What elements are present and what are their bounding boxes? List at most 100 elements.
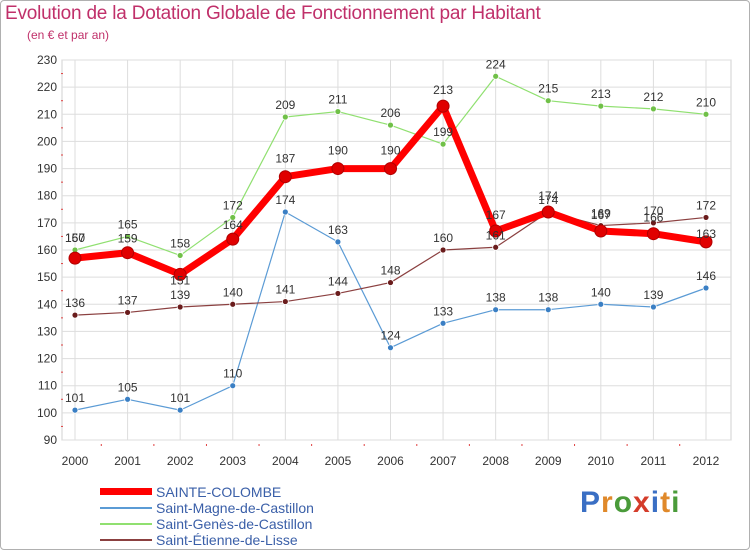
y-minor-tick (61, 290, 63, 292)
proxiti-logo: Proxiti (580, 486, 680, 520)
logo-letter: t (660, 486, 672, 519)
x-minor-tick (311, 444, 313, 446)
data-label-saint-gene-s-de-castillon: 224 (486, 57, 506, 71)
data-point-sainte-colombe (541, 205, 555, 219)
x-minor-tick (100, 444, 102, 446)
x-tick-label: 2010 (587, 454, 614, 468)
y-minor-tick (61, 344, 63, 346)
data-point-saint-magne-de-castillon (281, 208, 289, 216)
data-label-saint-e-tienne-de-lisse: 139 (170, 288, 190, 302)
y-tick-label: 230 (37, 53, 57, 67)
x-tick-label: 2007 (430, 454, 457, 468)
chart-title: Evolution de la Dotation Globale de Fonc… (5, 3, 541, 24)
data-point-saint-magne-de-castillon (702, 284, 710, 292)
y-tick-label: 100 (37, 406, 57, 420)
data-label-saint-magne-de-castillon: 140 (591, 285, 611, 299)
data-point-saint-gene-s-de-castillon (124, 233, 131, 240)
legend-item-sainte-colombe: SAINTE-COLOMBE (100, 484, 360, 500)
data-point-sainte-colombe (594, 224, 608, 238)
legend-label: SAINTE-COLOMBE (156, 484, 282, 500)
data-point-saint-magne-de-castillon (544, 306, 552, 314)
data-label-saint-e-tienne-de-lisse: 144 (328, 274, 348, 288)
y-tick-label: 90 (44, 433, 58, 447)
data-point-saint-e-tienne-de-lisse (334, 290, 342, 297)
data-point-saint-magne-de-castillon (334, 238, 342, 246)
data-label-sainte-colombe: 167 (486, 208, 506, 222)
x-minor-tick (521, 444, 523, 446)
legend-item-saint-etienne: Saint-Étienne-de-Lisse (100, 532, 360, 548)
data-point-saint-gene-s-de-castillon (229, 214, 237, 221)
y-minor-tick (61, 235, 63, 237)
x-minor-tick (258, 444, 260, 446)
data-point-saint-e-tienne-de-lisse (492, 243, 500, 251)
data-point-saint-e-tienne-de-lisse (124, 309, 131, 316)
y-tick-label: 180 (37, 189, 57, 203)
y-minor-tick (61, 398, 63, 400)
x-minor-tick (363, 444, 365, 446)
x-tick-label: 2001 (114, 454, 141, 468)
y-minor-tick (61, 425, 63, 427)
x-tick-label: 2011 (641, 454, 667, 468)
x-tick-label: 2009 (535, 454, 562, 468)
data-label-sainte-colombe: 213 (433, 83, 453, 97)
data-point-saint-gene-s-de-castillon (176, 252, 184, 259)
data-point-sainte-colombe (226, 232, 240, 246)
data-point-saint-e-tienne-de-lisse (387, 279, 394, 286)
data-point-saint-gene-s-de-castillon (597, 102, 605, 110)
data-label-saint-gene-s-de-castillon: 165 (118, 217, 138, 231)
y-minor-tick (61, 73, 63, 75)
data-label-saint-magne-de-castillon: 133 (433, 304, 453, 318)
data-point-saint-magne-de-castillon (650, 303, 657, 311)
legend-label: Saint-Genès-de-Castillon (156, 516, 313, 532)
data-label-saint-magne-de-castillon: 139 (643, 288, 663, 302)
data-label-saint-e-tienne-de-lisse: 136 (65, 296, 85, 310)
legend-item-saint-genes: Saint-Genès-de-Castillon (100, 516, 360, 532)
legend-swatch-saint-etienne (100, 539, 152, 541)
x-minor-tick (153, 444, 155, 446)
data-point-saint-e-tienne-de-lisse (702, 214, 710, 221)
y-tick-label: 200 (37, 134, 57, 148)
data-label-saint-magne-de-castillon: 101 (170, 391, 190, 405)
data-point-saint-magne-de-castillon (597, 300, 605, 308)
data-label-sainte-colombe: 151 (170, 273, 190, 287)
data-label-saint-e-tienne-de-lisse: 170 (643, 204, 663, 218)
series-layer (68, 72, 713, 414)
data-point-saint-e-tienne-de-lisse (650, 219, 657, 227)
data-point-saint-gene-s-de-castillon (650, 105, 657, 113)
data-point-saint-e-tienne-de-lisse (71, 311, 79, 319)
data-point-sainte-colombe (384, 162, 397, 176)
y-minor-tick (61, 317, 63, 319)
data-point-sainte-colombe (646, 227, 660, 241)
y-tick-label: 140 (37, 297, 57, 311)
data-label-sainte-colombe: 157 (65, 231, 85, 245)
data-label-saint-e-tienne-de-lisse: 148 (380, 264, 400, 278)
x-minor-tick (468, 444, 470, 446)
data-label-saint-gene-s-de-castillon: 210 (696, 95, 716, 109)
data-point-sainte-colombe (331, 162, 345, 176)
x-tick-label: 2000 (62, 454, 89, 468)
data-point-saint-gene-s-de-castillon (544, 97, 552, 105)
data-label-saint-gene-s-de-castillon: 172 (223, 198, 243, 212)
data-label-saint-magne-de-castillon: 146 (696, 269, 716, 283)
x-tick-label: 2005 (325, 454, 352, 468)
legend-item-saint-magne: Saint-Magne-de-Castillon (100, 500, 360, 516)
y-tick-label: 210 (37, 107, 57, 121)
data-label-saint-magne-de-castillon: 138 (486, 291, 506, 305)
y-tick-label: 220 (37, 80, 57, 94)
data-label-saint-e-tienne-de-lisse: 161 (486, 228, 506, 242)
data-label-saint-gene-s-de-castillon: 206 (380, 106, 400, 120)
logo-letter: i (671, 486, 681, 519)
data-point-saint-magne-de-castillon (71, 406, 79, 414)
data-label-saint-e-tienne-de-lisse: 172 (696, 198, 716, 212)
data-point-saint-e-tienne-de-lisse (439, 246, 447, 254)
y-minor-tick (61, 127, 63, 129)
data-label-saint-e-tienne-de-lisse: 174 (538, 193, 558, 207)
legend-label: Saint-Magne-de-Castillon (156, 500, 314, 516)
data-label-saint-e-tienne-de-lisse: 169 (591, 207, 611, 221)
data-label-saint-magne-de-castillon: 101 (65, 391, 85, 405)
data-point-saint-magne-de-castillon (439, 319, 447, 327)
data-point-saint-magne-de-castillon (124, 395, 131, 403)
data-point-saint-gene-s-de-castillon (439, 140, 447, 148)
logo-letter: x (633, 486, 651, 519)
data-label-sainte-colombe: 187 (275, 152, 295, 166)
